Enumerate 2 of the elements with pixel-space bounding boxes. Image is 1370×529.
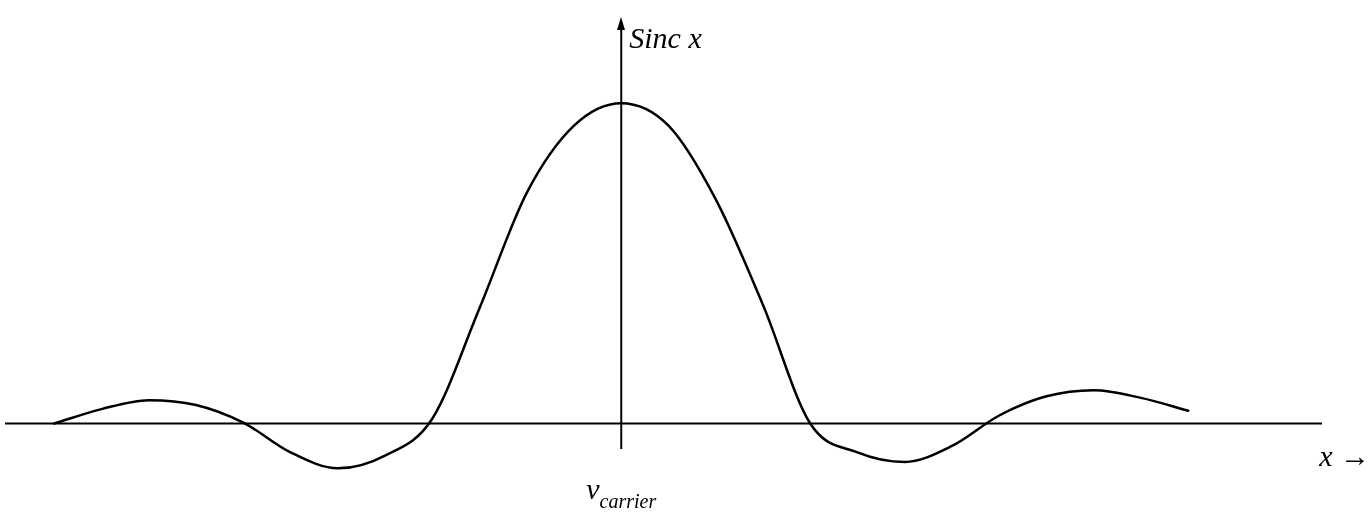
x-axis-title: x → (1318, 438, 1370, 472)
y-axis-title: Sinc x (629, 21, 703, 54)
